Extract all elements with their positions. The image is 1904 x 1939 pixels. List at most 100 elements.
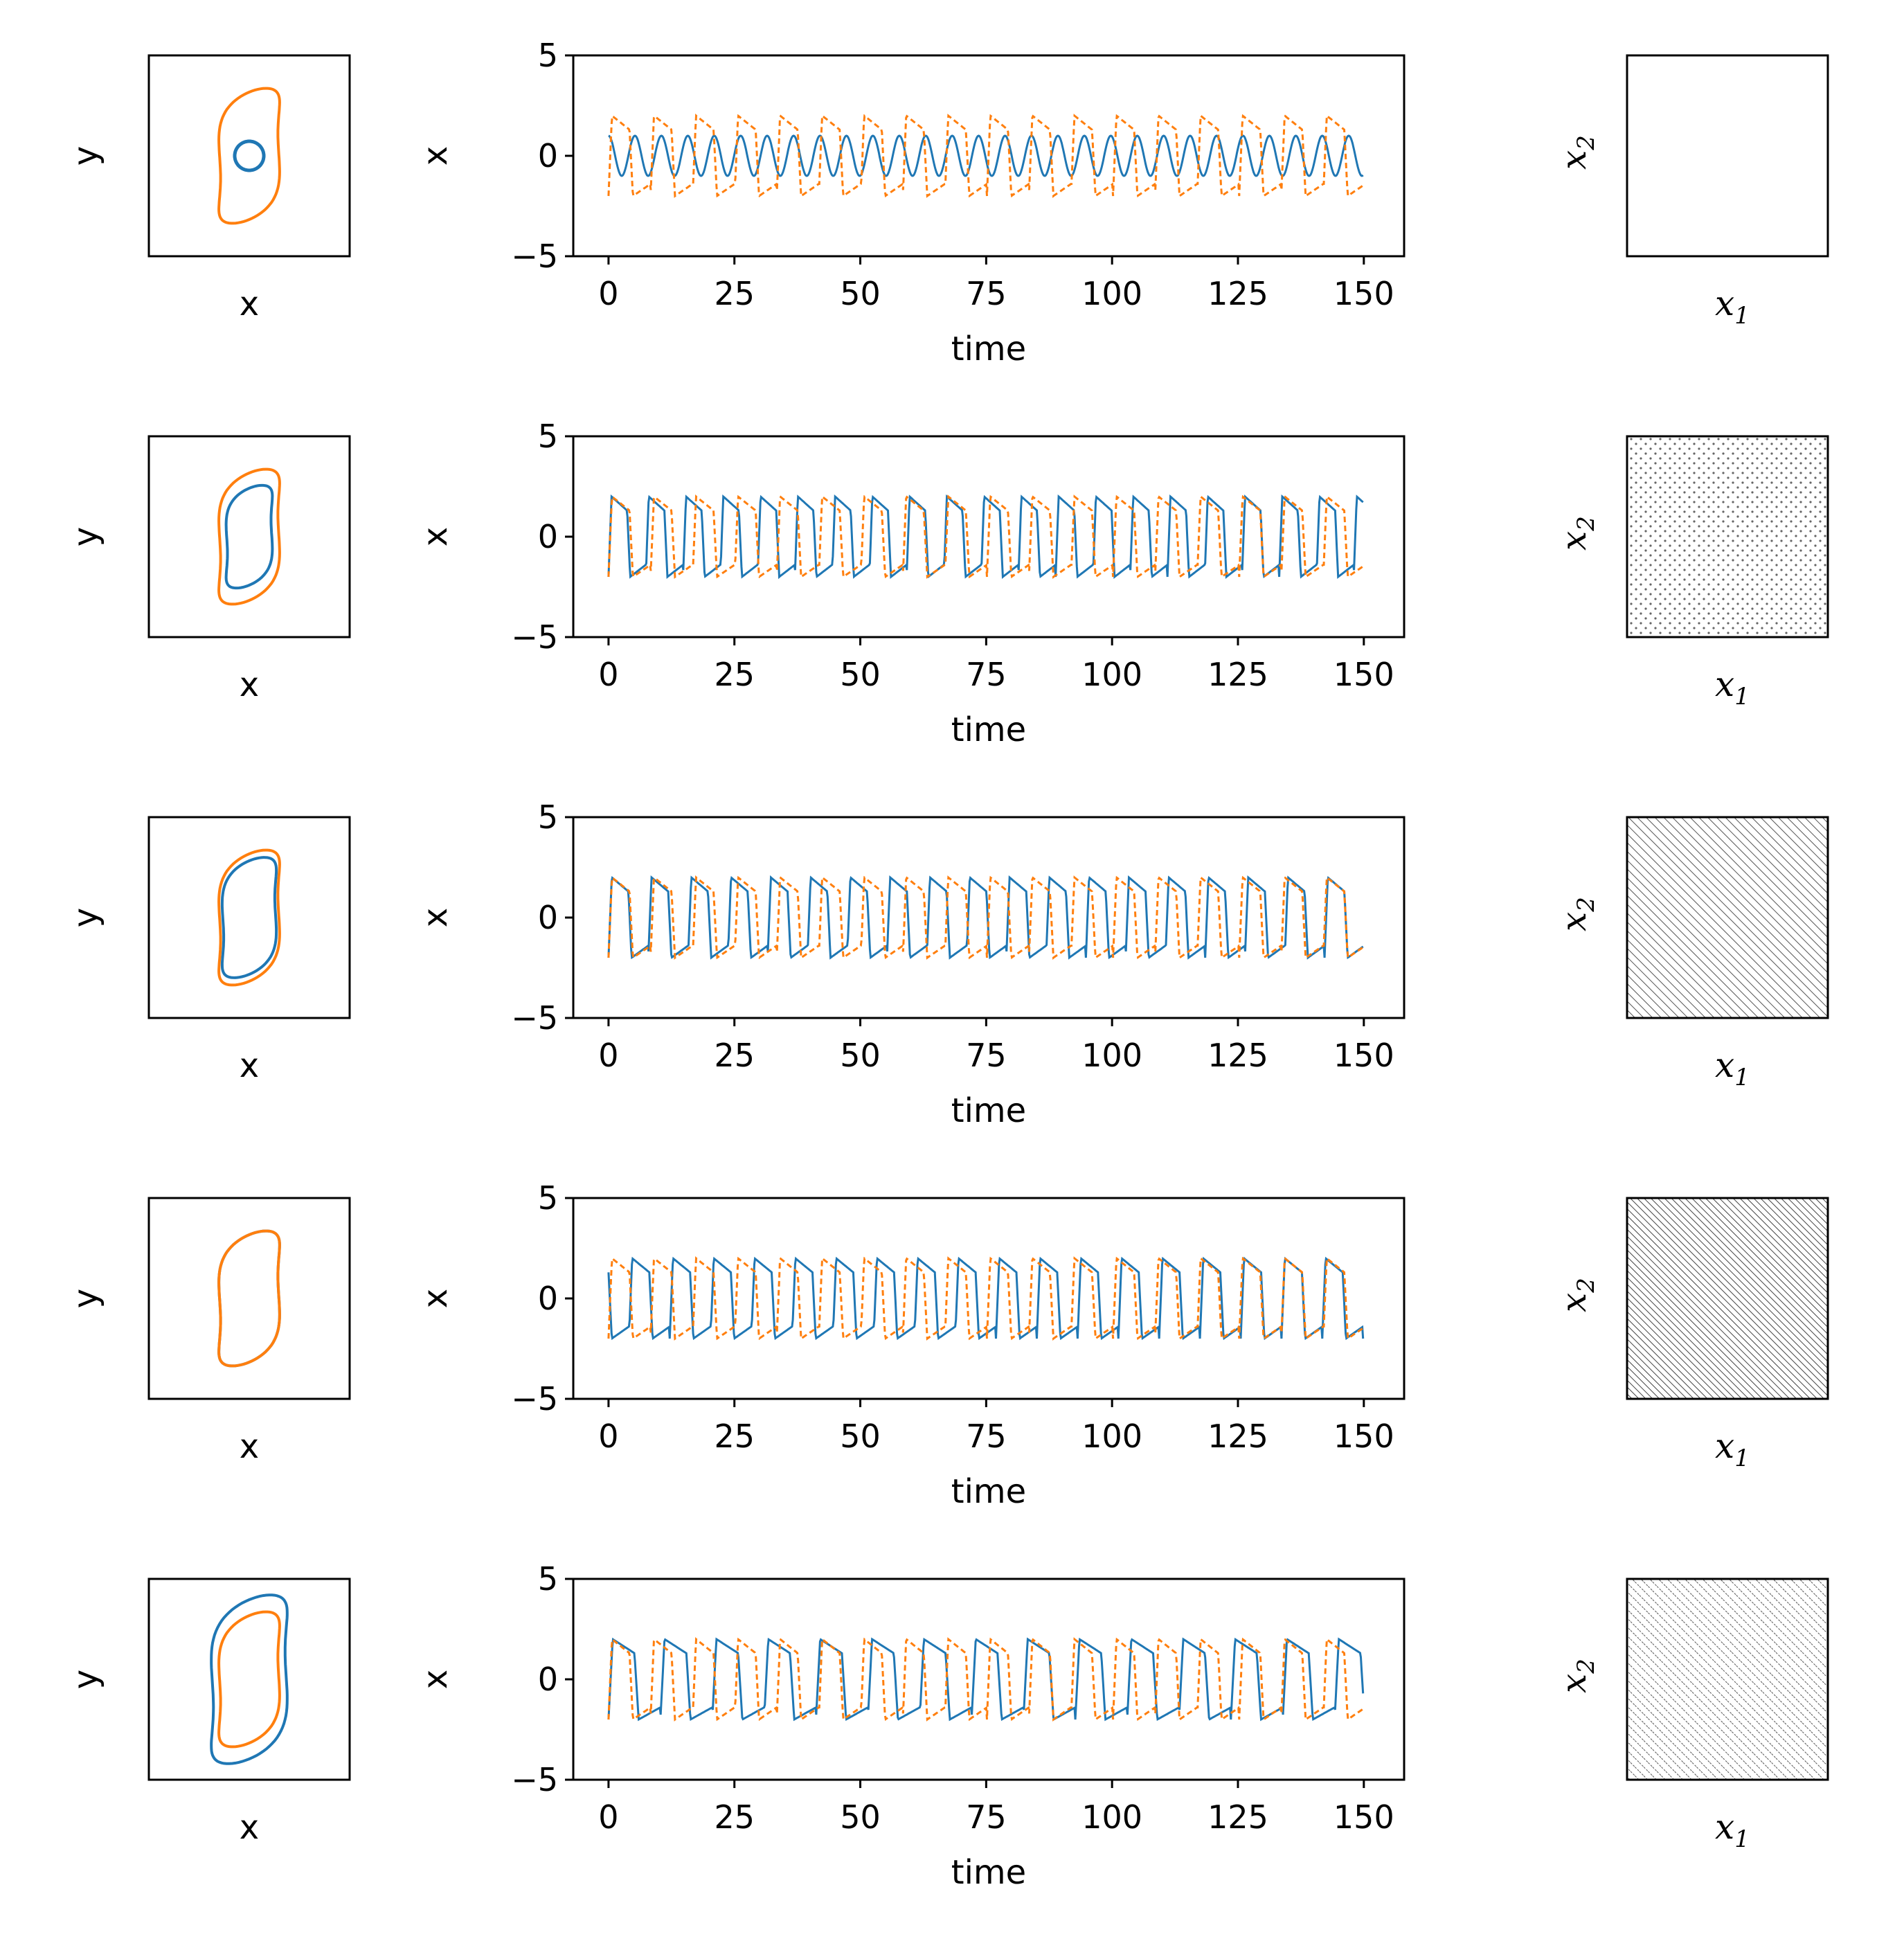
timeseries-ylabel: x xyxy=(416,1289,455,1308)
parameter-axes-frame xyxy=(1626,1197,1829,1400)
phase-axes-frame xyxy=(147,816,351,1019)
phase-trajectory xyxy=(217,848,281,987)
y-tick-label: 5 xyxy=(538,1179,558,1217)
parameter-region-fill xyxy=(1627,817,1828,1018)
timeseries-ylabel: x xyxy=(416,527,455,546)
y-tick-label: 0 xyxy=(538,1661,558,1698)
timeseries-xlabel: time xyxy=(951,330,1026,368)
x-tick-label: 100 xyxy=(1081,275,1142,312)
phase-ylabel: y xyxy=(66,527,105,546)
y-tick-label: 0 xyxy=(538,1280,558,1317)
phase-trajectory xyxy=(224,483,274,590)
series-line-solid xyxy=(607,875,1364,960)
parameter-xlabel: x1 xyxy=(1715,1807,1750,1853)
parameter-ylabel: x2 xyxy=(1554,516,1600,551)
y-tick-label: −5 xyxy=(511,1761,558,1798)
parameter-xlabel-base: x xyxy=(1715,664,1734,704)
phase-trajectory xyxy=(217,87,281,225)
y-tick-label: −5 xyxy=(511,618,558,656)
x-tick-label: 25 xyxy=(714,275,755,312)
series-line-dashed xyxy=(607,1636,1364,1722)
y-tick-label: 5 xyxy=(538,37,558,74)
x-tick-label: 75 xyxy=(966,1418,1007,1455)
parameter-ylabel: x2 xyxy=(1554,1659,1600,1693)
phase-ylabel: y xyxy=(66,1670,105,1689)
parameter-panel-1: x1 x2 xyxy=(1554,54,1829,330)
parameter-xlabel-base: x xyxy=(1715,1426,1734,1466)
parameter-ylabel: x2 xyxy=(1554,897,1600,931)
parameter-ylabel-subscript: 2 xyxy=(1572,516,1600,532)
parameter-ylabel: x2 xyxy=(1554,135,1600,170)
phase-trajectory xyxy=(217,1610,281,1749)
x-tick-label: 100 xyxy=(1081,1037,1142,1074)
parameter-region-fill xyxy=(1627,1198,1828,1399)
y-tick-label: 0 xyxy=(538,899,558,936)
timeseries-xlabel: time xyxy=(951,1472,1026,1511)
series-line-solid xyxy=(607,494,1364,580)
timeseries-xlabel: time xyxy=(951,1091,1026,1130)
phase-trajectory xyxy=(217,1229,281,1368)
series-line-solid xyxy=(608,134,1364,177)
x-tick-label: 75 xyxy=(966,656,1007,693)
phase-xlabel: x xyxy=(240,1046,259,1085)
x-tick-label: 150 xyxy=(1333,1037,1394,1074)
phase-axes-frame xyxy=(147,435,351,638)
parameter-ylabel-base: x xyxy=(1554,531,1594,551)
phase-portrait-1: xy xyxy=(66,54,351,323)
parameter-region-fill xyxy=(1627,1579,1828,1780)
x-tick-label: 0 xyxy=(598,275,618,312)
x-tick-label: 50 xyxy=(840,1037,881,1074)
x-tick-label: 75 xyxy=(966,1037,1007,1074)
x-tick-label: 100 xyxy=(1081,1798,1142,1836)
phase-xlabel: x xyxy=(240,1427,259,1466)
timeseries-ylabel: x xyxy=(416,1670,455,1689)
parameter-xlabel: x1 xyxy=(1715,283,1750,330)
parameter-xlabel-base: x xyxy=(1715,1807,1734,1847)
phase-trajectory xyxy=(217,467,281,606)
phase-ylabel: y xyxy=(66,1289,105,1308)
timeseries-xlabel: time xyxy=(951,1853,1026,1892)
y-tick-label: 5 xyxy=(538,798,558,836)
x-tick-label: 50 xyxy=(840,656,881,693)
x-tick-label: 75 xyxy=(966,1798,1007,1836)
x-tick-label: 50 xyxy=(840,275,881,312)
phase-axes-frame xyxy=(147,1197,351,1400)
x-tick-label: 125 xyxy=(1207,1418,1268,1455)
x-tick-label: 125 xyxy=(1207,1037,1268,1074)
x-tick-label: 0 xyxy=(598,1037,618,1074)
y-tick-label: 5 xyxy=(538,418,558,455)
x-tick-label: 100 xyxy=(1081,1418,1142,1455)
parameter-ylabel-base: x xyxy=(1554,1674,1594,1693)
series-line-dashed xyxy=(607,494,1364,579)
x-tick-label: 50 xyxy=(840,1418,881,1455)
phase-portrait-5: xy xyxy=(66,1578,351,1847)
parameter-xlabel-subscript: 1 xyxy=(1734,683,1750,711)
x-tick-label: 25 xyxy=(714,1037,755,1074)
x-tick-label: 25 xyxy=(714,1798,755,1836)
parameter-ylabel-base: x xyxy=(1554,912,1594,931)
phase-xlabel: x xyxy=(240,665,259,704)
x-tick-label: 25 xyxy=(714,1418,755,1455)
x-tick-label: 50 xyxy=(840,1798,881,1836)
series-line-solid xyxy=(607,1637,1365,1722)
parameter-xlabel-subscript: 1 xyxy=(1734,1825,1750,1853)
series-line-dashed xyxy=(607,113,1364,198)
x-tick-label: 100 xyxy=(1081,656,1142,693)
phase-xlabel: x xyxy=(240,1808,259,1847)
phase-trajectory xyxy=(233,139,266,172)
phase-portrait-2: xy xyxy=(66,435,351,704)
phase-trajectory xyxy=(210,1593,289,1765)
